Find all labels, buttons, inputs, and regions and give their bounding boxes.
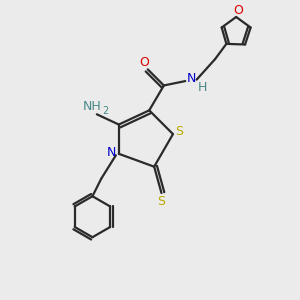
Text: N: N — [107, 146, 116, 159]
Text: H: H — [198, 81, 208, 94]
Text: N: N — [187, 72, 196, 85]
Text: S: S — [158, 195, 166, 208]
Text: 2: 2 — [102, 106, 108, 116]
Text: O: O — [234, 4, 243, 17]
Text: O: O — [139, 56, 149, 69]
Text: S: S — [175, 125, 183, 138]
Text: NH: NH — [83, 100, 102, 113]
